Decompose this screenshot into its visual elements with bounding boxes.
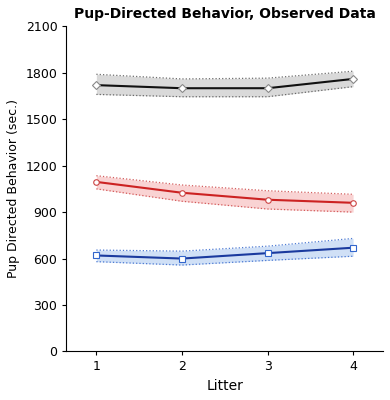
X-axis label: Litter: Litter xyxy=(206,379,243,393)
Y-axis label: Pup Directed Behavior (sec.): Pup Directed Behavior (sec.) xyxy=(7,99,20,278)
Title: Pup-Directed Behavior, Observed Data: Pup-Directed Behavior, Observed Data xyxy=(74,7,376,21)
